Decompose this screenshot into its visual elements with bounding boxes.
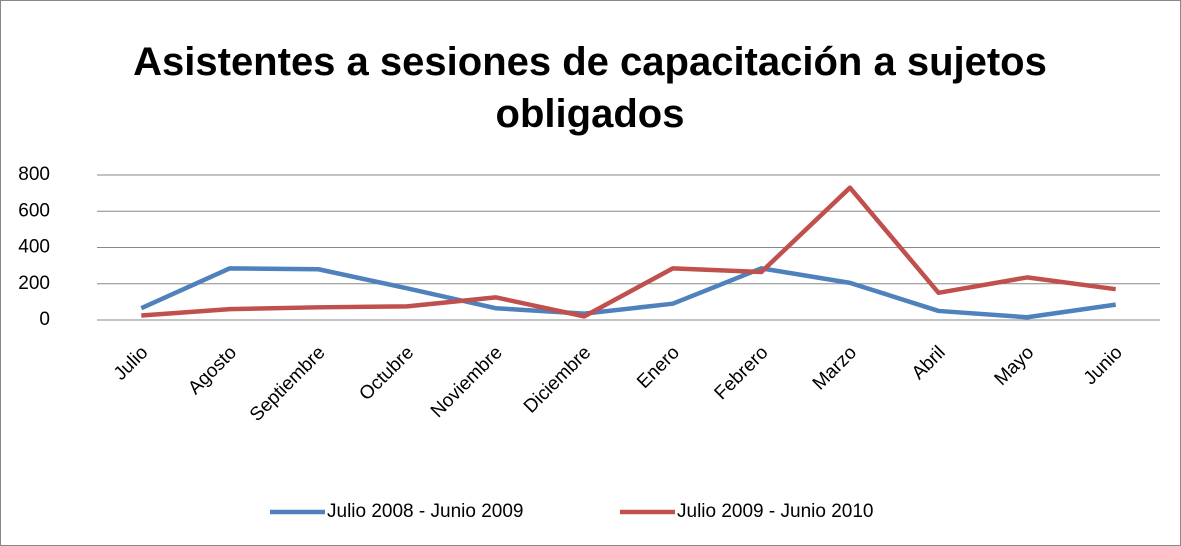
y-tick-label: 400 [18,237,50,258]
y-tick-label: 0 [39,309,50,330]
y-tick-label: 600 [18,200,50,221]
y-tick-label: 800 [18,164,50,185]
y-tick-label: 200 [18,273,50,294]
legend-label: Julio 2009 - Junio 2010 [677,501,873,522]
series-line [141,185,1117,319]
legend-label: Julio 2008 - Junio 2009 [327,501,523,522]
series-line [140,266,1117,320]
chart-title: Asistentes a sesiones de capacitación a … [133,40,1047,136]
